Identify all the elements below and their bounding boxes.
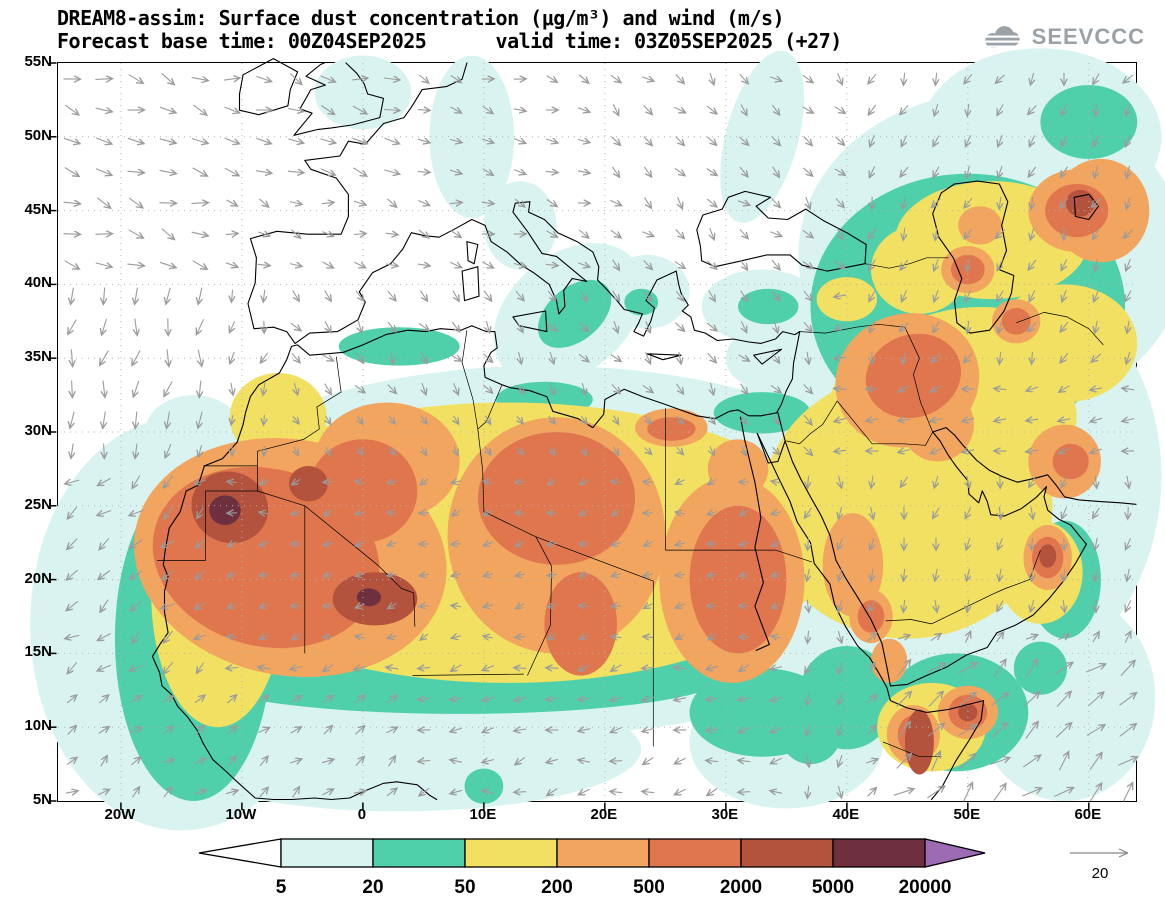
chart-title: DREAM8-assim: Surface dust concentration… — [57, 6, 785, 30]
dust-region-level-200 — [707, 439, 769, 499]
colorbar-segment — [372, 838, 466, 868]
dust-region-level-20 — [713, 392, 811, 434]
dust-region-level-20 — [738, 288, 799, 325]
lon-tick-label: 20W — [104, 806, 136, 823]
lon-tick-label: 10E — [469, 806, 497, 823]
lon-tick-label: 0 — [357, 806, 367, 823]
dust-region-level-50 — [816, 277, 877, 322]
seevccc-logo: SEEVCCC — [980, 22, 1145, 52]
lat-tick-label: 5N — [32, 791, 52, 808]
lat-tick-label: 35N — [24, 348, 52, 366]
colorbar-segment — [556, 838, 650, 868]
dust-region-level-2000 — [1065, 189, 1095, 217]
lat-tick-label: 15N — [24, 643, 52, 661]
lon-tick-label: 10W — [225, 806, 257, 823]
reference-wind-arrow: 20 — [1064, 840, 1156, 890]
dust-region-level-500 — [1001, 308, 1031, 335]
colorbar-segment — [648, 838, 742, 868]
dust-region-level-500 — [647, 417, 696, 441]
colorbar-label: 500 — [633, 877, 665, 898]
lat-tick-label: 25N — [24, 495, 52, 513]
colorbar-label: 200 — [541, 877, 573, 898]
colorbar-segment — [198, 838, 282, 868]
dust-concentration-field — [30, 48, 1165, 831]
colorbar-label: 20 — [362, 877, 383, 898]
cloud-icon — [981, 26, 1024, 49]
colorbar-segment — [464, 838, 558, 868]
dust-region-level-5 — [720, 50, 804, 223]
dust-region-level-500 — [544, 572, 617, 676]
lon-tick-label: 60E — [1074, 806, 1102, 823]
dust-region-level-5 — [157, 687, 642, 812]
map-canvas — [30, 48, 1165, 831]
dust-region-level-5000 — [356, 588, 381, 607]
dust-region-level-200 — [871, 638, 908, 683]
axis-ticks — [49, 62, 1090, 810]
lat-tick-label: 45N — [24, 200, 52, 218]
coastlines — [151, 58, 1137, 801]
lon-tick-label: 20E — [590, 806, 618, 823]
map-plot — [30, 48, 1165, 831]
lon-tick-label: 40E — [832, 806, 860, 823]
colorbar-label: 20000 — [899, 877, 952, 898]
lat-tick-label: 30N — [24, 422, 52, 439]
dust-region-level-2000 — [958, 703, 978, 722]
dust-region-level-500 — [689, 505, 787, 654]
dust-region-level-200 — [822, 513, 884, 617]
colorbar-label: 50 — [454, 877, 475, 898]
lat-tick-label: 55N — [24, 53, 52, 70]
dust-region-level-20 — [780, 705, 841, 765]
lat-tick-label: 10N — [24, 717, 52, 735]
reference-wind-label: 20 — [1092, 865, 1109, 882]
colorbar-segment — [740, 838, 834, 868]
dust-region-level-500 — [857, 600, 885, 633]
colorbar-segment — [832, 838, 926, 868]
dust-region-level-500 — [1052, 443, 1089, 480]
lon-tick-label: 50E — [953, 806, 981, 823]
wind-vectors — [64, 72, 1138, 802]
dust-region-level-5 — [314, 55, 412, 130]
lat-tick-label: 40N — [24, 274, 52, 292]
dust-region-level-50 — [871, 225, 968, 314]
colorbar-label: 2000 — [720, 877, 762, 898]
dust-region-level-20 — [338, 327, 460, 366]
country-borders — [157, 257, 1104, 758]
chart-subtitle: Forecast base time: 00Z04SEP2025 valid t… — [57, 29, 842, 53]
dust-region-level-5 — [725, 328, 799, 388]
colorbar: 5 20 50 200 500 2000 5000 20000 — [198, 838, 988, 904]
lat-tick-label: 20N — [24, 569, 52, 587]
colorbar-label: 5 — [276, 877, 287, 898]
dust-region-level-20 — [1013, 641, 1067, 695]
lon-tick-label: 30E — [711, 806, 739, 823]
colorbar-segment — [280, 838, 374, 868]
colorbar-label: 5000 — [812, 877, 854, 898]
dust-region-level-500 — [865, 333, 962, 419]
dust-region-level-20 — [464, 768, 504, 804]
dust-region-level-500 — [477, 432, 636, 565]
dust-region-level-2000 — [289, 466, 328, 502]
dust-region-level-5 — [429, 55, 515, 218]
colorbar-segment — [924, 838, 986, 868]
lat-tick-label: 50N — [24, 126, 52, 144]
dust-region-level-2000 — [904, 709, 934, 775]
logo-text: SEEVCCC — [1031, 24, 1145, 49]
dust-region-level-5000 — [209, 495, 241, 525]
dust-region-level-500 — [308, 439, 418, 543]
dust-region-level-2000 — [1039, 544, 1057, 568]
